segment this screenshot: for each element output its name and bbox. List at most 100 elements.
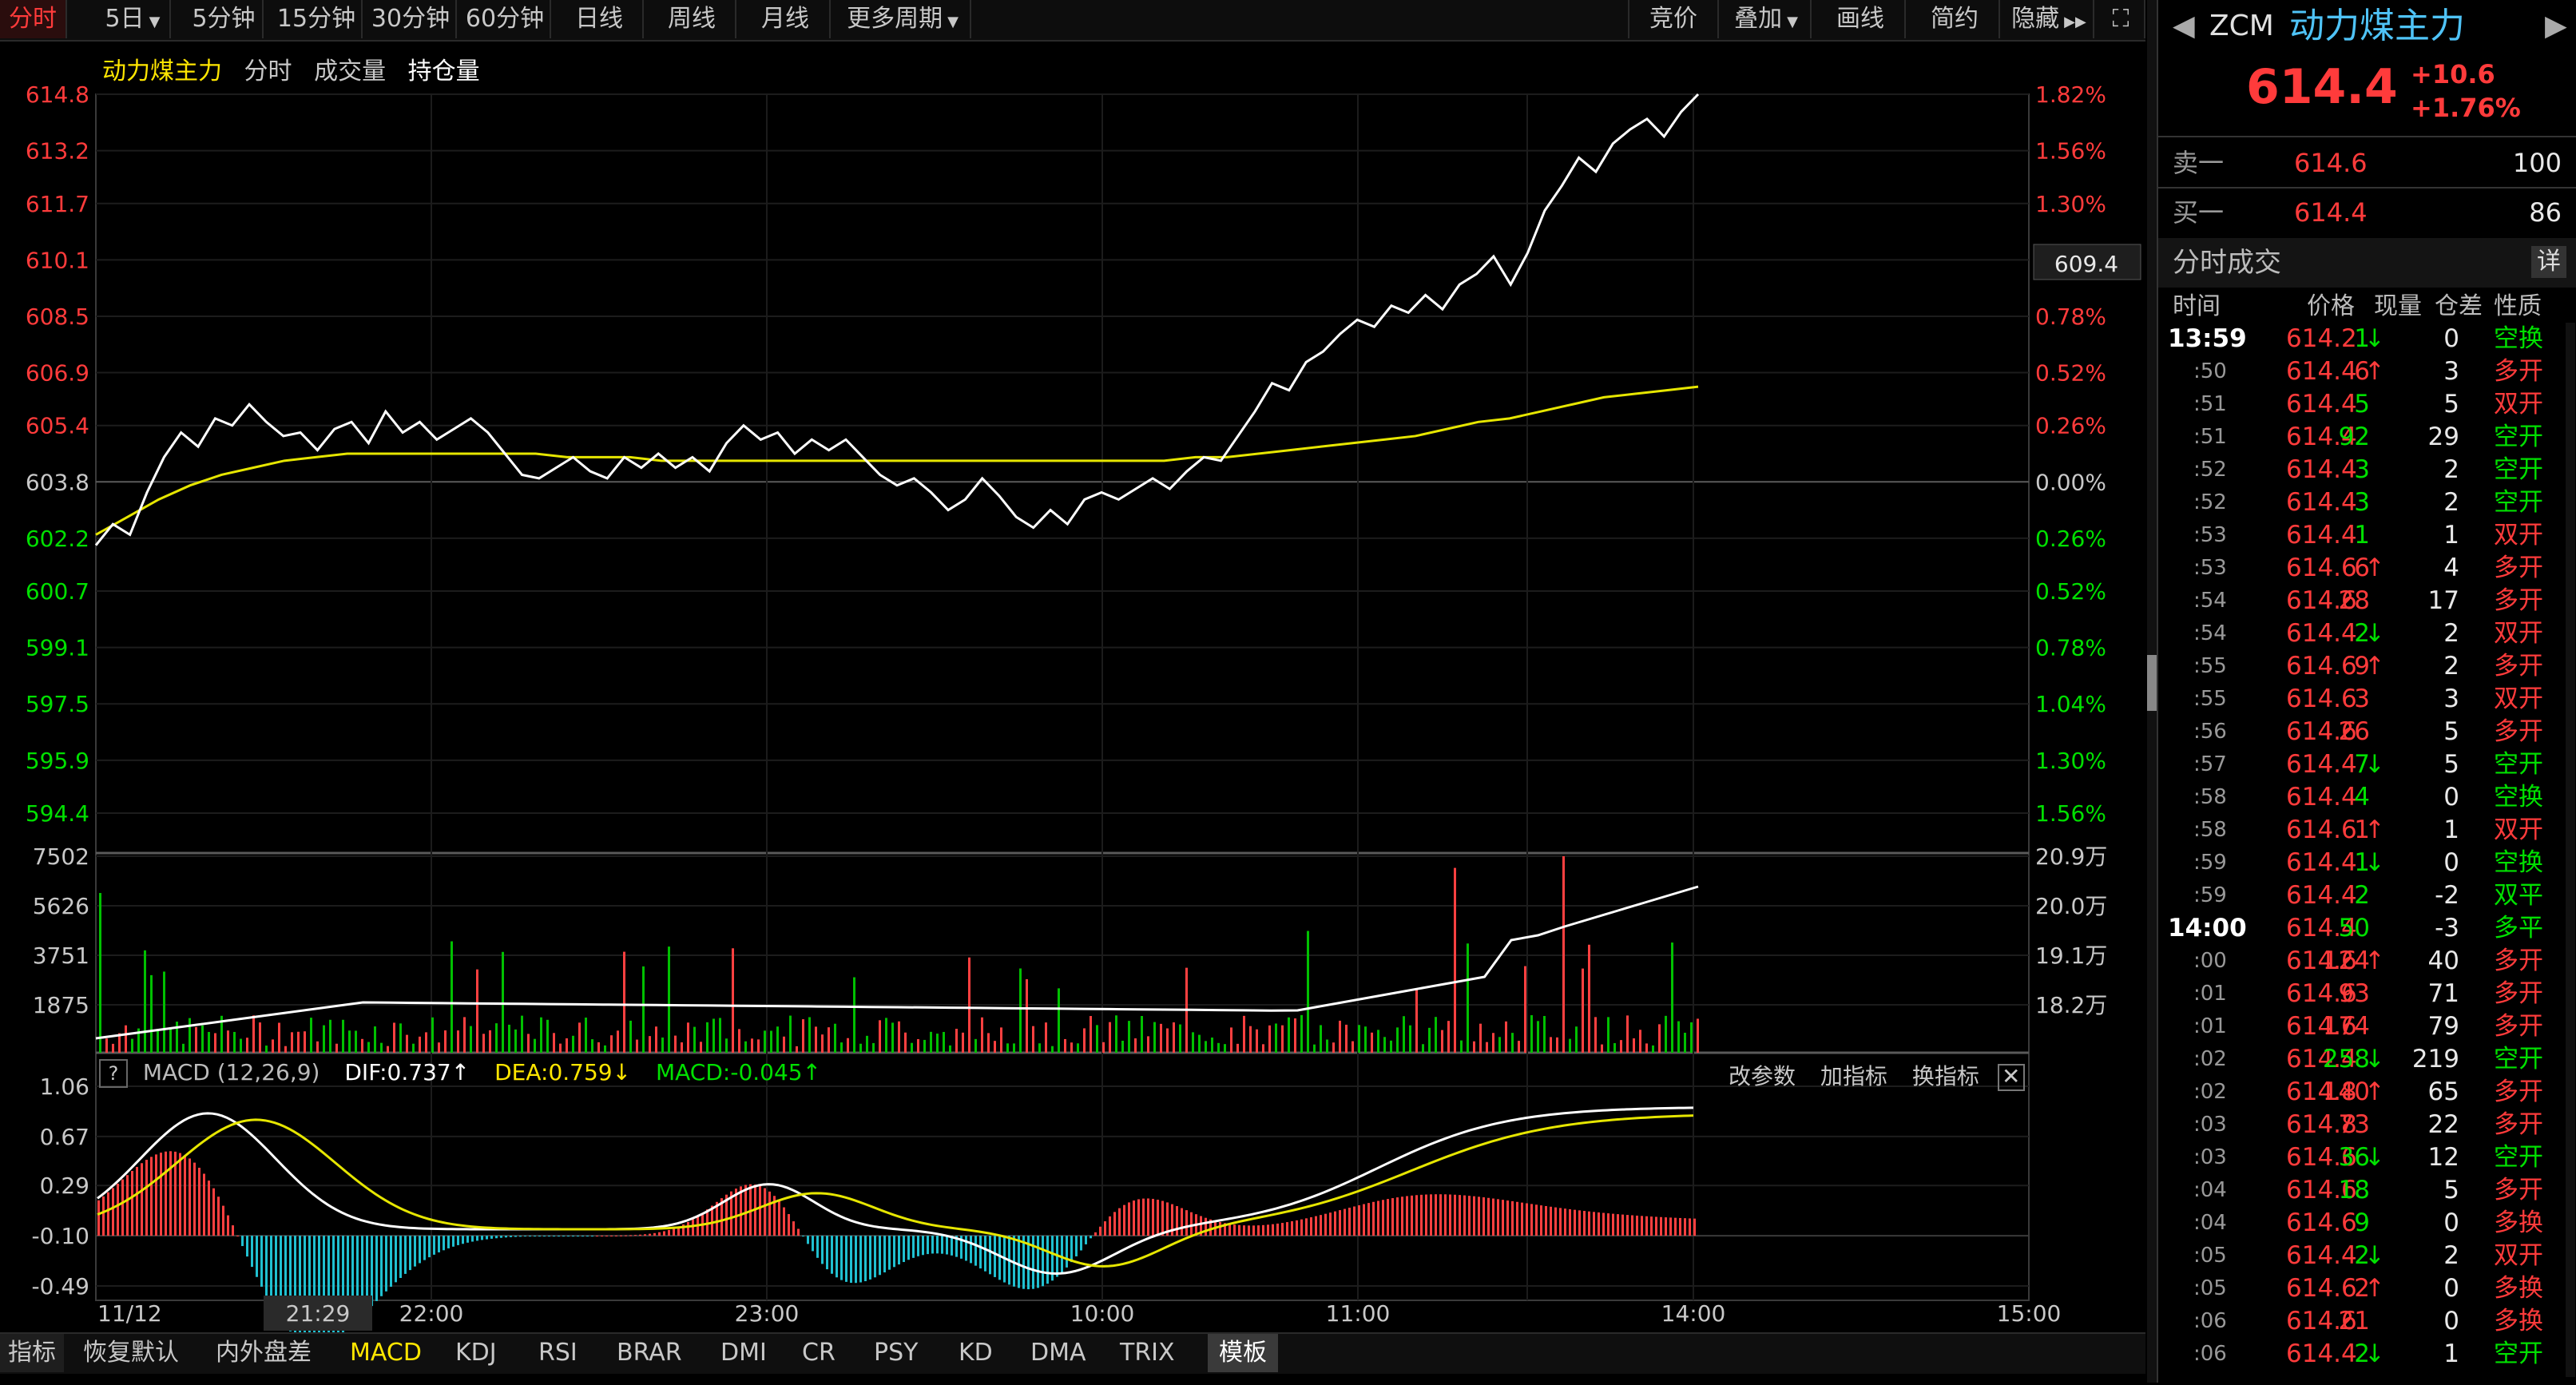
- volume-bar: [725, 1038, 728, 1053]
- volume-bar: [1403, 1016, 1405, 1053]
- oi-tick-label: 20.9万: [2035, 843, 2107, 870]
- macd-bar: [1473, 1196, 1475, 1236]
- change-params-button[interactable]: 改参数: [1729, 1063, 1796, 1089]
- trade-qty: 4: [2354, 783, 2370, 812]
- trade-qty: 7: [2354, 750, 2370, 779]
- legend-volume[interactable]: 成交量: [314, 58, 387, 85]
- macd-bar: [428, 1236, 431, 1258]
- macd-bar: [284, 1236, 287, 1327]
- volume-bar: [514, 1029, 517, 1053]
- trade-oi-diff: 2: [2443, 488, 2459, 517]
- trade-qty: 174: [2322, 1012, 2370, 1041]
- volume-bar: [585, 1017, 587, 1053]
- pct-tick-label: 1.04%: [2035, 691, 2106, 717]
- bid-price: 614.4: [2294, 197, 2368, 228]
- volume-bar: [930, 1031, 932, 1053]
- tab-cr[interactable]: CR: [802, 1339, 836, 1367]
- tab-rsi[interactable]: RSI: [538, 1339, 578, 1367]
- trade-time: :04: [2193, 1211, 2227, 1235]
- tab-kdj[interactable]: KDJ: [455, 1339, 497, 1367]
- col-price: 价格: [2307, 292, 2355, 320]
- trade-row: :52 614.4 3 2 空开: [2158, 454, 2576, 486]
- macd-bar: [260, 1236, 263, 1287]
- macd-bar: [1157, 1200, 1159, 1236]
- macd-bar: [495, 1236, 498, 1239]
- tab-5min[interactable]: 5分钟: [185, 0, 264, 38]
- trade-arrow: ↓: [2364, 1143, 2385, 1172]
- legend-intraday[interactable]: 分时: [244, 58, 292, 85]
- tab-dmi[interactable]: DMI: [720, 1339, 767, 1367]
- tab-macd[interactable]: MACD: [350, 1339, 422, 1367]
- volume-bar: [1268, 1025, 1271, 1053]
- trade-nature: 双开: [2494, 619, 2543, 648]
- legend-open-interest[interactable]: 持仓量: [407, 58, 480, 85]
- trade-oi-diff: 4: [2443, 554, 2459, 582]
- close-icon[interactable]: ✕: [1997, 1064, 2025, 1091]
- macd-bar: [1674, 1217, 1677, 1236]
- macd-bar: [1636, 1215, 1638, 1236]
- tab-dma[interactable]: DMA: [1030, 1339, 1086, 1367]
- hide-button[interactable]: 隐藏 ▶▶: [2005, 0, 2094, 38]
- overlay-button[interactable]: 叠加 ▼: [1722, 0, 1812, 38]
- draw-line-button[interactable]: 画线: [1816, 0, 1906, 38]
- tab-5day[interactable]: 5日 ▼: [96, 0, 171, 38]
- detail-button[interactable]: 详: [2531, 246, 2566, 278]
- trade-time: :58: [2193, 785, 2227, 809]
- help-icon[interactable]: ?: [99, 1059, 128, 1088]
- trade-time: :50: [2193, 359, 2227, 383]
- macd-bar: [165, 1151, 167, 1236]
- macd-bar: [1401, 1196, 1403, 1236]
- tab-60min[interactable]: 60分钟: [460, 0, 551, 38]
- macd-bar: [1334, 1211, 1336, 1236]
- volume-bar: [1358, 1025, 1360, 1053]
- tab-monthly[interactable]: 月线: [741, 0, 831, 38]
- add-indicator-button[interactable]: 加指标: [1820, 1063, 1887, 1089]
- macd-bar: [1051, 1236, 1054, 1281]
- tab-brar[interactable]: BRAR: [617, 1339, 682, 1367]
- volume-bar: [1626, 1015, 1629, 1053]
- chevron-right-icon[interactable]: ▶: [2545, 10, 2567, 42]
- tab-template[interactable]: 模板: [1208, 1334, 1278, 1372]
- tab-psy[interactable]: PSY: [874, 1339, 919, 1367]
- trade-oi-diff: 0: [2443, 1274, 2459, 1303]
- tab-trix[interactable]: TRIX: [1120, 1339, 1175, 1367]
- tab-restore-default[interactable]: 恢复默认: [83, 1339, 179, 1367]
- macd-bar: [251, 1236, 253, 1268]
- intraday-chart[interactable]: 614.8 1.82% 613.2 1.56% 611.7 1.30% 610.1 1.04%…: [0, 0, 2145, 1332]
- auction-button[interactable]: 竞价: [1628, 0, 1719, 38]
- macd-bar: [1621, 1214, 1624, 1236]
- tab-15min[interactable]: 15分钟: [272, 0, 363, 38]
- chevron-left-icon[interactable]: ◀: [2173, 10, 2195, 42]
- macd-bar: [1219, 1221, 1221, 1236]
- macd-bar: [759, 1185, 761, 1236]
- macd-bar: [414, 1236, 416, 1267]
- volume-bar: [1045, 1022, 1047, 1053]
- macd-bar: [888, 1236, 891, 1270]
- macd-bar: [644, 1234, 646, 1236]
- simple-mode-button[interactable]: 简约: [1911, 0, 2000, 38]
- volume-bar: [387, 1046, 389, 1053]
- switch-indicator-button[interactable]: 换指标: [1911, 1063, 1979, 1089]
- trade-time: :57: [2193, 752, 2227, 776]
- tab-weekly[interactable]: 周线: [649, 0, 736, 38]
- volume-bar: [1601, 1044, 1603, 1053]
- macd-bar: [457, 1236, 459, 1245]
- fullscreen-icon[interactable]: ⛶: [2098, 0, 2145, 38]
- macd-bar: [840, 1236, 843, 1280]
- tab-more-periods[interactable]: 更多周期 ▼: [836, 0, 971, 38]
- tab-intraday[interactable]: 分时: [0, 0, 67, 38]
- trades-scrollbar[interactable]: [2566, 323, 2575, 1377]
- collapse-handle[interactable]: [2147, 655, 2157, 711]
- tab-30min[interactable]: 30分钟: [366, 0, 457, 38]
- tab-inner-outer[interactable]: 内外盘差: [216, 1339, 312, 1367]
- macd-bar: [682, 1224, 685, 1236]
- trade-arrow: ↑: [2364, 1077, 2385, 1106]
- macd-bar: [1300, 1219, 1303, 1236]
- trade-time: :02: [2193, 1047, 2227, 1071]
- volume-bar: [796, 1046, 798, 1053]
- macd-bar: [500, 1236, 502, 1238]
- trades-list[interactable]: 13:59 614.2 ↓ 1 0 空换:50 614.4 ↑ 6 3 多开:51 614.4 5 5 双开…: [2158, 323, 2576, 1385]
- tab-kd[interactable]: KD: [959, 1339, 993, 1367]
- tab-daily[interactable]: 日线: [556, 0, 644, 38]
- volume-bar: [1537, 1021, 1539, 1053]
